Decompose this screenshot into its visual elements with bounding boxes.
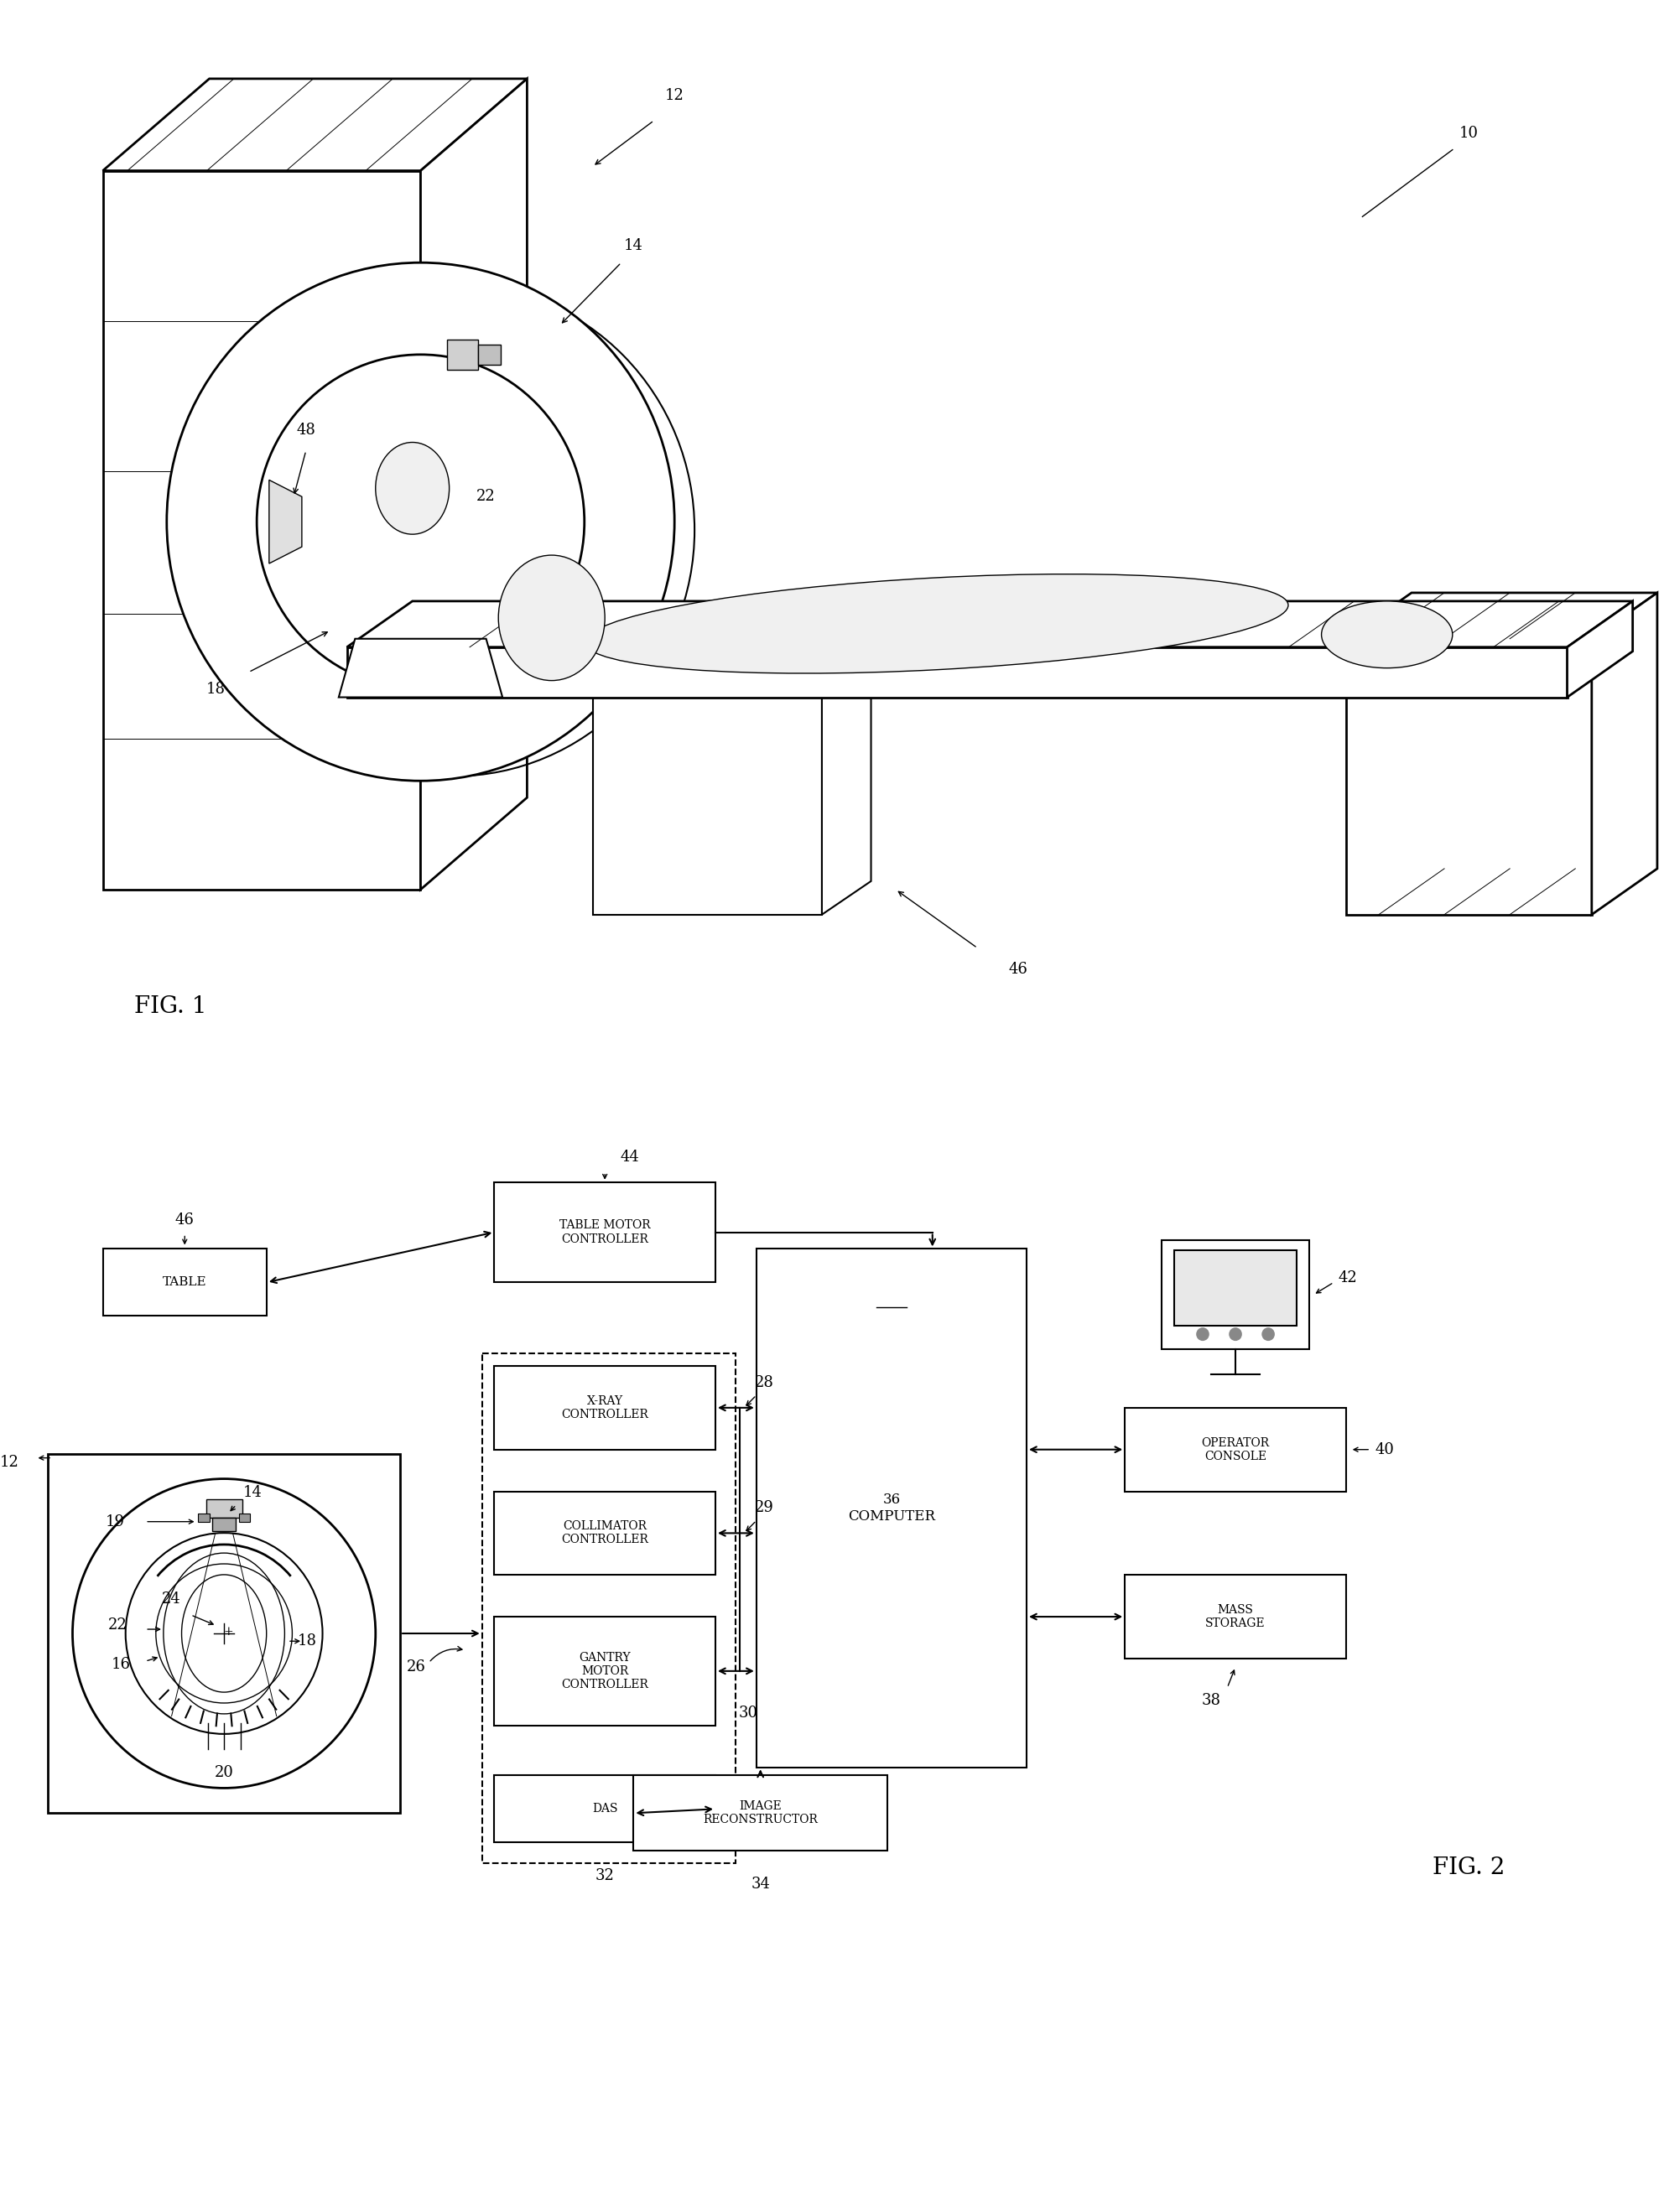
Text: 46: 46 — [175, 1212, 195, 1228]
Text: 46: 46 — [1008, 962, 1028, 975]
Ellipse shape — [499, 555, 604, 681]
Polygon shape — [103, 170, 421, 889]
Polygon shape — [1567, 602, 1632, 697]
Ellipse shape — [584, 575, 1288, 672]
Ellipse shape — [376, 442, 449, 535]
Polygon shape — [103, 80, 527, 170]
Text: 28: 28 — [755, 1376, 774, 1389]
Bar — [1161, 1241, 1310, 1349]
Text: TABLE: TABLE — [163, 1276, 206, 1287]
Text: FIG. 2: FIG. 2 — [1433, 1856, 1506, 1878]
Text: 18: 18 — [206, 681, 226, 697]
Text: 14: 14 — [624, 239, 642, 254]
Text: FIG. 1: FIG. 1 — [135, 995, 206, 1018]
Text: 26: 26 — [408, 1659, 426, 1674]
Text: COLLIMATOR
CONTROLLER: COLLIMATOR CONTROLLER — [561, 1520, 649, 1546]
Polygon shape — [1346, 593, 1657, 639]
Bar — [238, 1513, 250, 1522]
Bar — [494, 1491, 716, 1575]
Bar — [757, 1250, 1027, 1767]
Polygon shape — [270, 480, 301, 564]
Bar — [206, 1500, 241, 1517]
Polygon shape — [592, 664, 870, 697]
Polygon shape — [346, 648, 1567, 697]
Text: X-RAY
CONTROLLER: X-RAY CONTROLLER — [561, 1396, 649, 1420]
Text: MASS
STORAGE: MASS STORAGE — [1205, 1604, 1266, 1630]
Text: 14: 14 — [243, 1484, 263, 1500]
Circle shape — [1196, 1327, 1210, 1340]
Bar — [213, 1517, 236, 1531]
Text: 20: 20 — [215, 1765, 233, 1781]
Text: 42: 42 — [1338, 1270, 1356, 1285]
Bar — [1175, 1250, 1296, 1325]
Text: GANTRY
MOTOR
CONTROLLER: GANTRY MOTOR CONTROLLER — [561, 1652, 649, 1690]
Polygon shape — [478, 345, 501, 365]
Polygon shape — [448, 338, 478, 369]
Text: 12: 12 — [666, 88, 684, 104]
Text: +: + — [223, 1626, 233, 1637]
Circle shape — [1261, 1327, 1275, 1340]
Polygon shape — [822, 664, 870, 914]
Circle shape — [1230, 1327, 1241, 1340]
Text: 10: 10 — [1459, 126, 1479, 142]
Circle shape — [125, 1533, 323, 1734]
Bar — [634, 1776, 887, 1851]
Text: OPERATOR
CONSOLE: OPERATOR CONSOLE — [1201, 1438, 1270, 1462]
Text: 34: 34 — [750, 1876, 770, 1891]
Bar — [103, 1250, 266, 1316]
Text: 29: 29 — [755, 1500, 774, 1515]
Text: 38: 38 — [1201, 1692, 1220, 1708]
Bar — [48, 1453, 399, 1814]
Text: 16: 16 — [111, 1657, 131, 1672]
Polygon shape — [421, 80, 527, 889]
Text: IMAGE
RECONSTRUCTOR: IMAGE RECONSTRUCTOR — [704, 1801, 819, 1825]
Text: 18: 18 — [298, 1635, 318, 1648]
Text: 24: 24 — [161, 1593, 181, 1606]
Text: DAS: DAS — [592, 1803, 617, 1814]
Text: 19: 19 — [105, 1513, 125, 1528]
Bar — [1125, 1575, 1346, 1659]
Ellipse shape — [1321, 602, 1453, 668]
Bar — [494, 1367, 716, 1449]
Bar — [483, 1354, 735, 1863]
Text: 36
COMPUTER: 36 COMPUTER — [849, 1493, 935, 1524]
Text: 30: 30 — [739, 1705, 757, 1721]
Text: 22: 22 — [476, 489, 496, 504]
Polygon shape — [1592, 593, 1657, 914]
Circle shape — [73, 1480, 376, 1787]
Text: TABLE MOTOR
CONTROLLER: TABLE MOTOR CONTROLLER — [559, 1219, 651, 1245]
Ellipse shape — [256, 354, 584, 688]
Polygon shape — [346, 602, 1632, 648]
Text: 12: 12 — [0, 1455, 20, 1469]
Text: 22: 22 — [108, 1617, 128, 1632]
Text: 40: 40 — [1374, 1442, 1394, 1458]
Polygon shape — [339, 639, 503, 697]
Text: 48: 48 — [296, 422, 316, 438]
Bar — [198, 1513, 210, 1522]
Polygon shape — [592, 697, 822, 914]
Bar — [494, 1181, 716, 1283]
Text: 44: 44 — [621, 1150, 639, 1164]
Ellipse shape — [166, 263, 674, 781]
Bar — [1125, 1407, 1346, 1491]
Bar — [494, 1617, 716, 1725]
Polygon shape — [1346, 639, 1592, 914]
Bar — [494, 1776, 716, 1843]
Text: 32: 32 — [596, 1869, 614, 1882]
